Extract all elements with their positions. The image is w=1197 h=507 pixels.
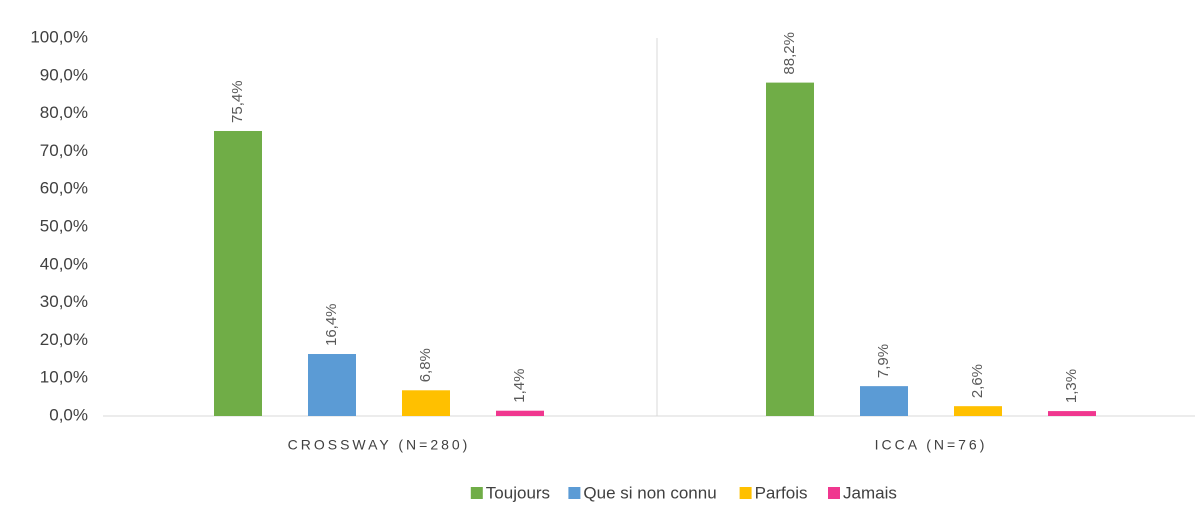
y-tick-label: 0,0%: [49, 405, 88, 424]
value-label: 6,8%: [417, 348, 434, 382]
value-label: 1,3%: [1063, 369, 1080, 403]
legend-swatch: [568, 487, 581, 499]
legend-swatch: [828, 487, 840, 499]
legend-label: Toujours: [486, 483, 550, 502]
bar: [1048, 411, 1096, 416]
y-tick-label: 50,0%: [40, 216, 88, 235]
y-tick-label: 20,0%: [40, 330, 88, 349]
legend-label: Parfois: [755, 483, 808, 502]
value-label: 88,2%: [781, 32, 798, 75]
y-tick-label: 90,0%: [40, 65, 88, 84]
bar: [496, 410, 544, 416]
bar: [860, 386, 908, 416]
value-label: 1,4%: [511, 369, 528, 403]
y-tick-label: 100,0%: [30, 27, 88, 46]
legend-label: Jamais: [843, 483, 897, 502]
y-tick-label: 30,0%: [40, 292, 88, 311]
legend-label: Que si non connu: [583, 483, 716, 502]
bar: [214, 130, 262, 416]
y-tick-label: 40,0%: [40, 254, 88, 273]
value-label: 16,4%: [323, 303, 340, 346]
x-tick-label: CROSSWAY (N=280): [288, 437, 471, 453]
legend-swatch: [739, 487, 752, 499]
bar: [954, 406, 1002, 416]
bar: [402, 390, 450, 416]
x-tick-label: ICCA (N=76): [875, 437, 988, 453]
y-tick-label: 60,0%: [40, 179, 88, 198]
y-tick-label: 70,0%: [40, 141, 88, 160]
y-tick-label: 80,0%: [40, 103, 88, 122]
y-tick-label: 10,0%: [40, 368, 88, 387]
legend-swatch: [470, 487, 483, 499]
value-label: 2,6%: [969, 364, 986, 398]
bar: [766, 82, 814, 416]
value-label: 7,9%: [875, 344, 892, 378]
value-label: 75,4%: [229, 80, 246, 123]
bar: [308, 354, 356, 416]
